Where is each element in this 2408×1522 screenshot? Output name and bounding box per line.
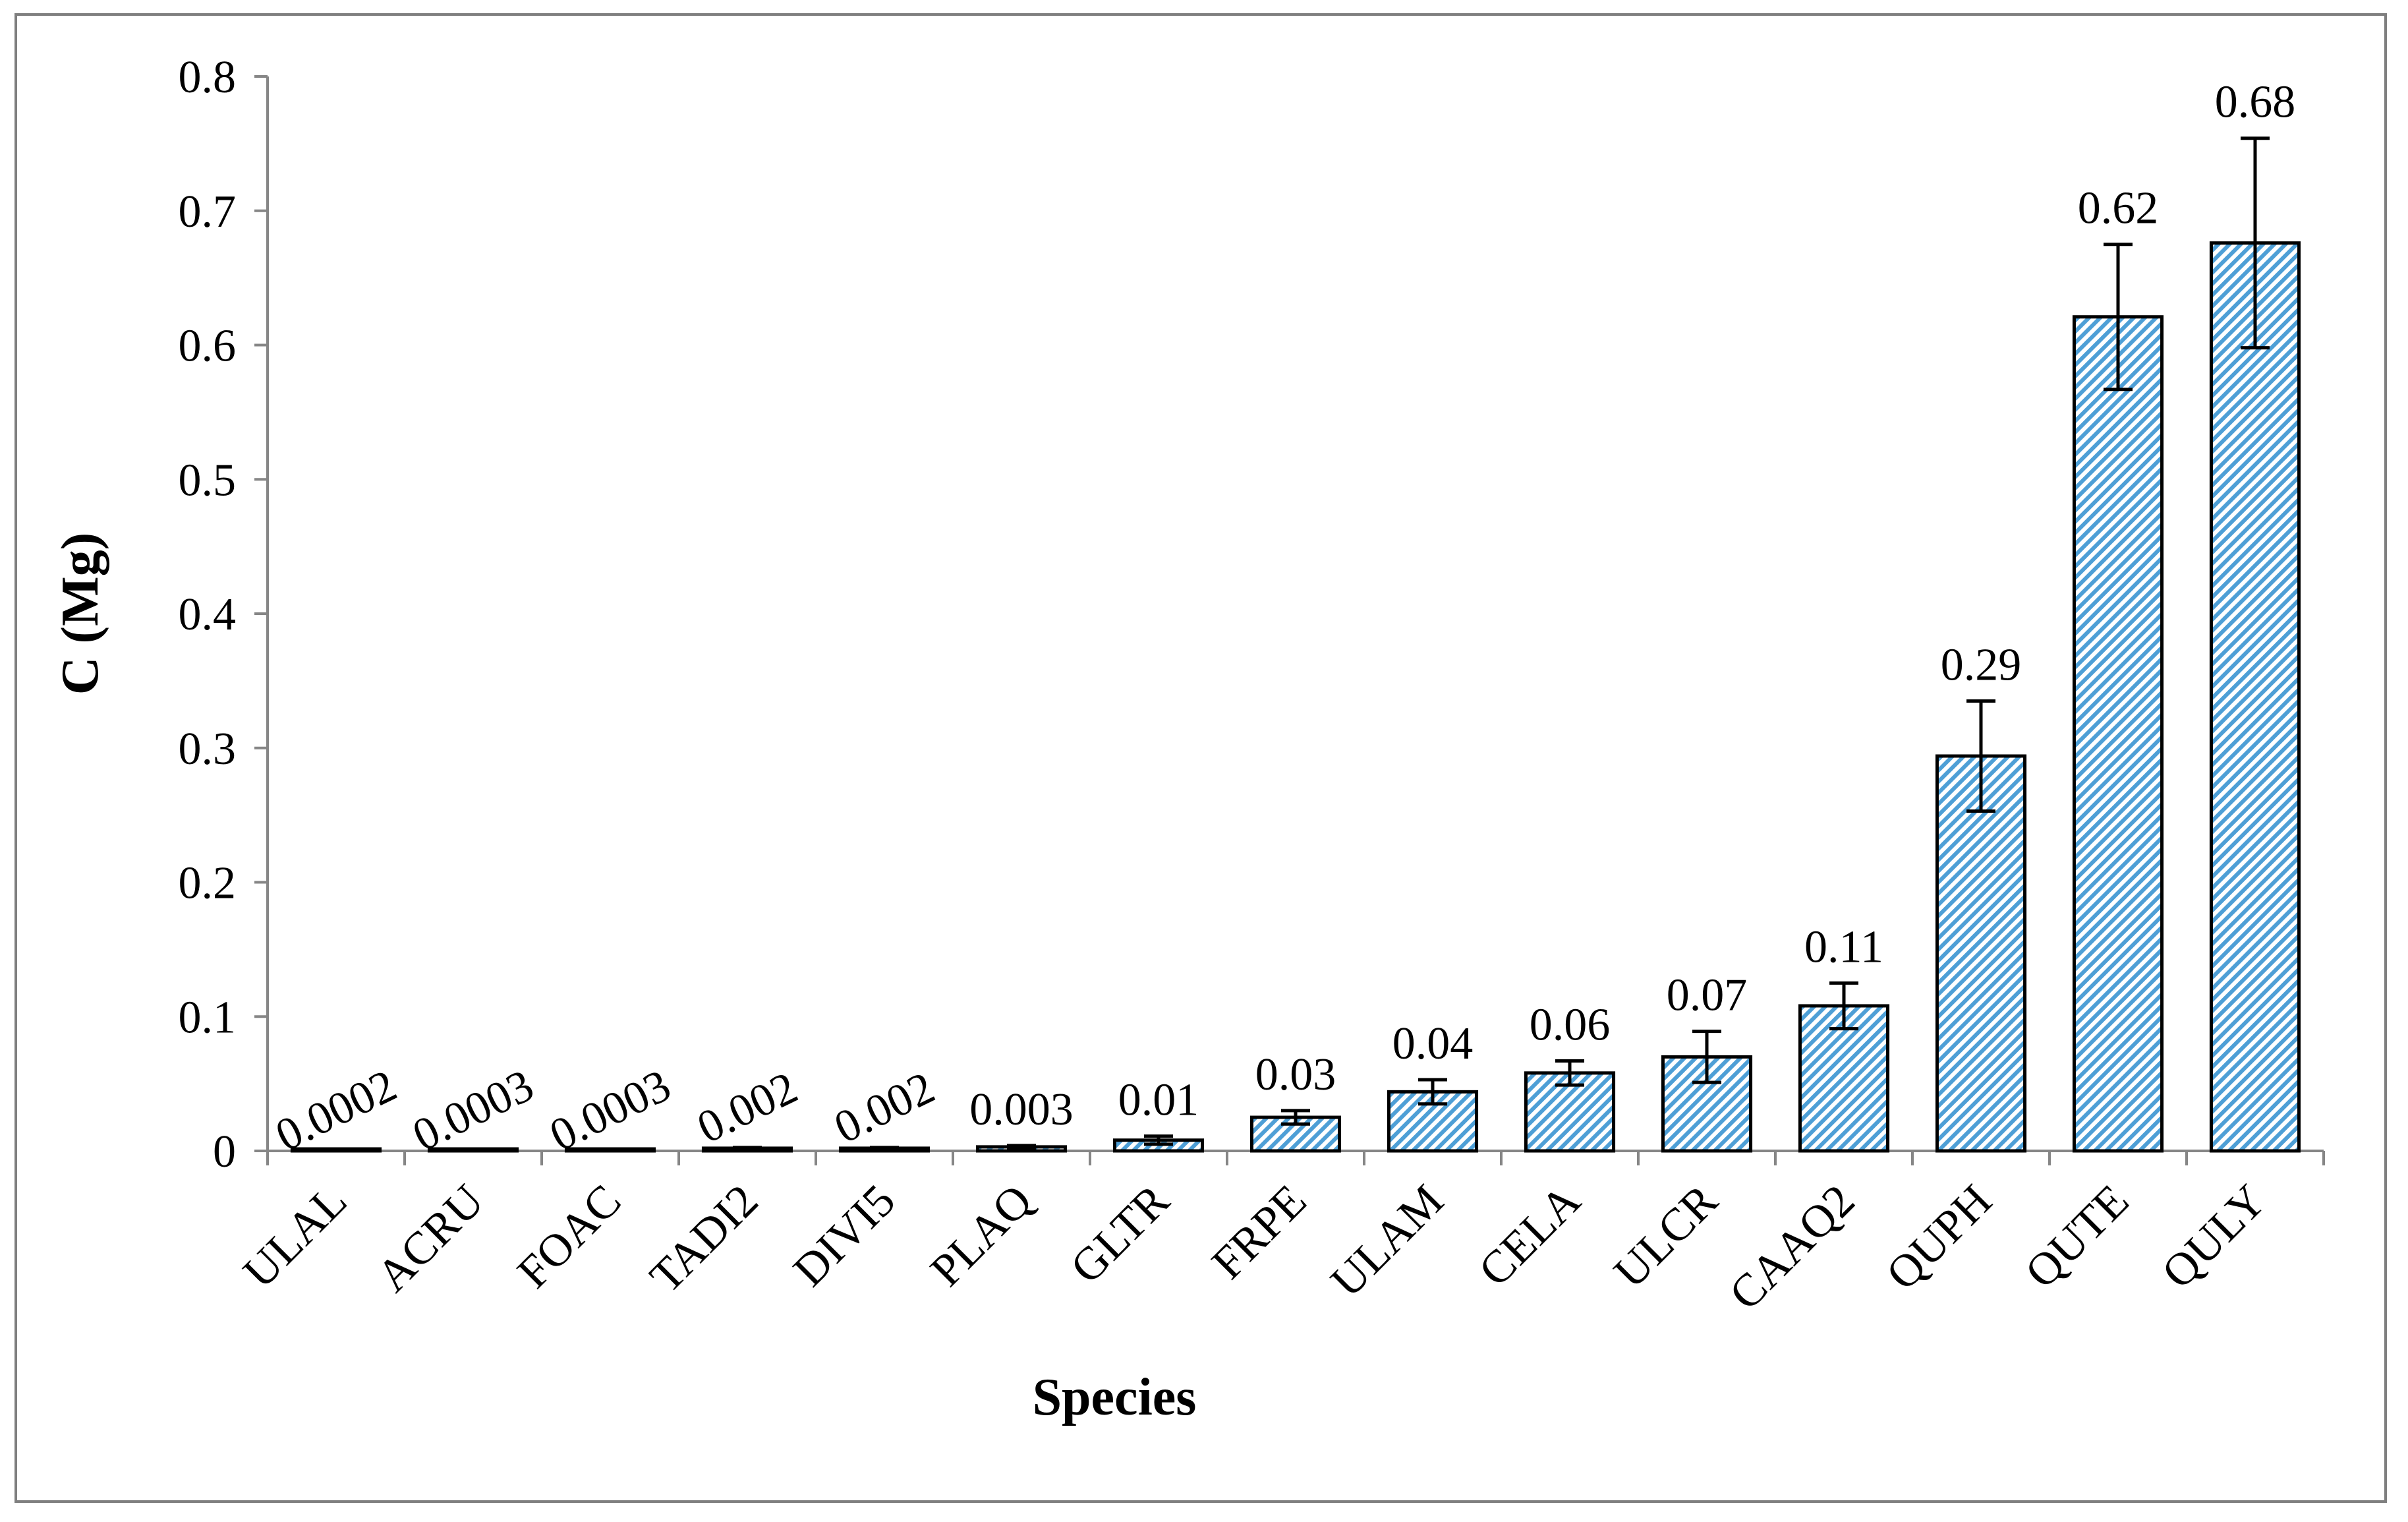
- y-tick-label: 0.3: [179, 724, 237, 775]
- data-label: 0.04: [1392, 1018, 1474, 1069]
- category-label: QUPH: [1877, 1175, 2001, 1300]
- axes: 0 0.1 0.2 0.3 0.4 0.5 0.6 0.7 0.8: [179, 52, 2325, 1177]
- data-label: 0.002: [826, 1063, 942, 1154]
- category-label: PLAQ: [921, 1175, 1043, 1297]
- data-label: 0.0003: [542, 1060, 679, 1161]
- data-label: 0.68: [2215, 77, 2296, 128]
- category-label: QULY: [2152, 1175, 2276, 1299]
- category-label: QUTE: [2016, 1175, 2138, 1298]
- y-tick-label: 0: [213, 1127, 236, 1177]
- data-label: 0.62: [2078, 183, 2159, 234]
- category-label: FRPE: [1203, 1175, 1317, 1289]
- category-label: GLTR: [1061, 1175, 1179, 1293]
- y-tick-label: 0.4: [179, 589, 237, 640]
- category-label: DIVI5: [784, 1175, 905, 1297]
- bar-chart: 0 0.1 0.2 0.3 0.4 0.5 0.6 0.7 0.8 0.0002 ULAL 0.00…: [51, 52, 2325, 1426]
- data-label: 0.0002: [268, 1060, 405, 1161]
- data-label: 0.29: [1941, 639, 2022, 690]
- category-label: ACRU: [367, 1175, 494, 1302]
- category-label: CAAQ2: [1720, 1175, 1864, 1320]
- data-label: 0.06: [1530, 999, 1611, 1050]
- bar-quly: [2209, 241, 2301, 1153]
- category-label: ULAM: [1321, 1175, 1453, 1307]
- category-label: TADI2: [641, 1175, 768, 1302]
- data-label: 0.11: [1804, 922, 1883, 972]
- data-label: 0.07: [1667, 970, 1748, 1021]
- category-label: FOAC: [508, 1175, 631, 1298]
- data-label: 0.003: [969, 1084, 1074, 1135]
- data-label: 0.01: [1118, 1075, 1199, 1126]
- y-tick-label: 0.1: [179, 992, 237, 1043]
- y-tick-label: 0.6: [179, 321, 237, 372]
- data-label: 0.0003: [405, 1060, 542, 1161]
- bar-quph: [1935, 754, 2027, 1153]
- x-axis-title: Species: [1033, 1368, 1197, 1426]
- chart-frame: 0 0.1 0.2 0.3 0.4 0.5 0.6 0.7 0.8 0.0002 ULAL 0.00…: [14, 13, 2387, 1503]
- y-axis-title: C (Mg): [51, 533, 109, 695]
- bars: [290, 136, 2301, 1153]
- data-label: 0.002: [689, 1063, 805, 1154]
- y-tick-label: 0.2: [179, 858, 237, 909]
- y-tick-label: 0.8: [179, 52, 237, 103]
- bar-qute: [2072, 315, 2164, 1153]
- y-tick-label: 0.5: [179, 455, 237, 506]
- data-label: 0.03: [1255, 1049, 1336, 1100]
- category-label: CELA: [1470, 1175, 1591, 1297]
- category-label: ULCR: [1605, 1175, 1728, 1299]
- bar-ulcr: [1661, 1055, 1753, 1153]
- y-tick-label: 0.7: [179, 187, 237, 237]
- category-label: ULAL: [234, 1175, 357, 1298]
